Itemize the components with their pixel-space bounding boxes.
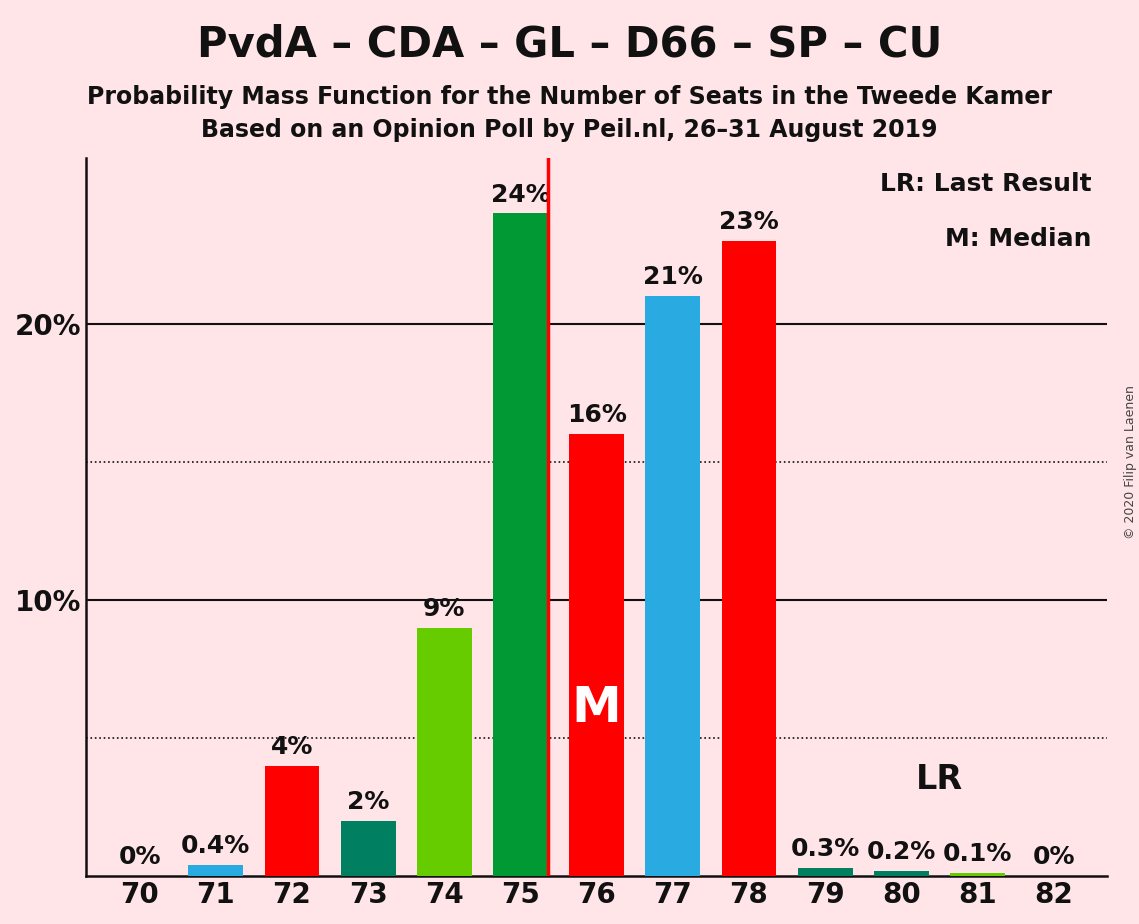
Text: 0.4%: 0.4%	[181, 834, 251, 858]
Text: 2%: 2%	[347, 790, 390, 814]
Bar	[721, 241, 777, 876]
Text: 0%: 0%	[118, 845, 161, 869]
Bar	[646, 297, 700, 876]
Text: 9%: 9%	[423, 597, 466, 621]
Bar	[493, 213, 548, 876]
Bar	[188, 865, 244, 876]
Bar	[874, 870, 928, 876]
Text: M: M	[572, 685, 622, 732]
Text: 16%: 16%	[567, 404, 626, 428]
Text: 21%: 21%	[642, 265, 703, 289]
Text: PvdA – CDA – GL – D66 – SP – CU: PvdA – CDA – GL – D66 – SP – CU	[197, 23, 942, 65]
Bar	[797, 868, 852, 876]
Bar	[341, 821, 395, 876]
Text: 24%: 24%	[491, 183, 550, 207]
Text: 23%: 23%	[719, 210, 779, 234]
Text: 0.2%: 0.2%	[867, 840, 936, 864]
Text: M: Median: M: Median	[945, 227, 1091, 251]
Text: 0.1%: 0.1%	[943, 843, 1013, 867]
Text: 4%: 4%	[271, 735, 313, 759]
Text: 0.3%: 0.3%	[790, 837, 860, 861]
Bar	[417, 627, 472, 876]
Text: Based on an Opinion Poll by Peil.nl, 26–31 August 2019: Based on an Opinion Poll by Peil.nl, 26–…	[202, 118, 937, 142]
Bar	[264, 766, 319, 876]
Text: 0%: 0%	[1032, 845, 1075, 869]
Bar	[570, 434, 624, 876]
Text: LR: LR	[916, 763, 962, 796]
Text: Probability Mass Function for the Number of Seats in the Tweede Kamer: Probability Mass Function for the Number…	[87, 85, 1052, 109]
Bar	[950, 873, 1005, 876]
Text: LR: Last Result: LR: Last Result	[880, 172, 1091, 196]
Text: © 2020 Filip van Laenen: © 2020 Filip van Laenen	[1124, 385, 1137, 539]
